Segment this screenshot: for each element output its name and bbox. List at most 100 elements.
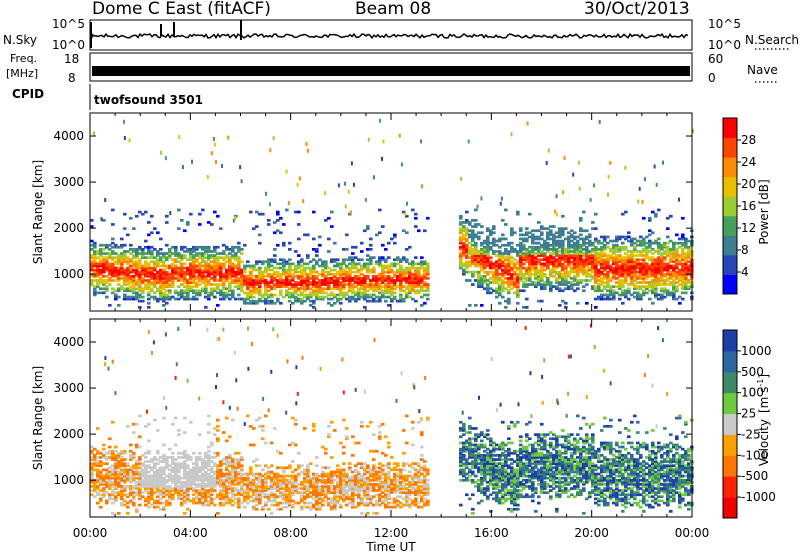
heatmap-cell <box>348 268 352 272</box>
heatmap-cell <box>171 268 175 272</box>
heatmap-cell <box>369 299 373 303</box>
heatmap-cell <box>237 501 241 505</box>
heatmap-cell <box>258 425 262 428</box>
heatmap-cell <box>414 216 418 220</box>
heatmap-cell <box>321 262 325 266</box>
heatmap-cell <box>123 227 127 230</box>
heatmap-cell <box>138 445 142 449</box>
heatmap-cell <box>516 272 520 276</box>
heatmap-cell <box>246 478 250 482</box>
heatmap-cell <box>669 293 673 297</box>
heatmap-cell <box>414 289 418 293</box>
heatmap-cell <box>417 266 421 270</box>
heatmap-cell <box>270 279 274 282</box>
heatmap-cell <box>591 285 595 288</box>
heatmap-cell <box>531 254 535 257</box>
heatmap-cell <box>390 291 394 295</box>
heatmap-cell <box>285 272 289 276</box>
heatmap-cell <box>366 295 370 299</box>
heatmap-cell <box>270 499 274 503</box>
heatmap-cell <box>210 466 214 470</box>
heatmap-cell <box>276 503 280 507</box>
heatmap-cell <box>672 266 676 270</box>
heatmap-cell <box>159 468 163 472</box>
heatmap-cell <box>582 229 586 233</box>
heatmap-cell <box>96 274 100 278</box>
heatmap-cell <box>237 262 241 266</box>
heatmap-cell <box>210 501 214 505</box>
heatmap-cell <box>414 262 418 266</box>
heatmap-cell <box>459 214 463 218</box>
heatmap-cell <box>621 293 625 297</box>
heatmap-cell <box>93 458 97 461</box>
heatmap-cell <box>189 274 193 278</box>
heatmap-cell <box>150 497 154 501</box>
heatmap-cell <box>648 281 652 284</box>
heatmap-cell <box>207 262 211 266</box>
heatmap-cell <box>285 274 289 278</box>
heatmap-cell <box>255 210 259 214</box>
heatmap-cell <box>276 495 280 499</box>
heatmap-cell <box>282 493 286 497</box>
heatmap-cell <box>390 289 394 293</box>
heatmap-cell <box>198 476 202 480</box>
heatmap-cell <box>141 454 145 457</box>
heatmap-cell <box>291 503 295 507</box>
heatmap-cell <box>261 487 265 490</box>
heatmap-cell <box>117 493 121 497</box>
heatmap-cell <box>330 260 334 264</box>
heatmap-cell <box>288 443 292 447</box>
heatmap-cell <box>90 485 94 488</box>
heatmap-cell <box>522 256 526 259</box>
heatmap-cell <box>621 258 625 262</box>
heatmap-cell <box>348 266 352 270</box>
heatmap-cell <box>477 270 481 274</box>
heatmap-cell <box>657 270 661 274</box>
heatmap-cell <box>507 297 511 301</box>
heatmap-cell <box>600 250 604 253</box>
heatmap-cell <box>573 277 577 280</box>
heatmap-cell <box>459 262 463 266</box>
heatmap-cell <box>558 258 562 262</box>
heatmap-cell <box>627 272 631 276</box>
heatmap-cell <box>675 241 679 245</box>
heatmap-cell <box>99 268 103 272</box>
heatmap-cell <box>159 485 163 488</box>
heatmap-cell <box>165 501 169 505</box>
heatmap-cell <box>642 243 646 247</box>
heatmap-cell <box>177 254 181 257</box>
heatmap-cell <box>123 256 127 259</box>
heatmap-cell <box>309 281 313 284</box>
heatmap-cell <box>123 258 127 262</box>
heatmap-cell <box>402 285 406 288</box>
heatmap-cell <box>351 279 355 282</box>
heatmap-cell <box>669 274 673 278</box>
heatmap-cell <box>237 505 241 509</box>
heatmap-cell <box>474 260 478 264</box>
heatmap-cell <box>231 491 235 494</box>
heatmap-cell <box>189 483 193 486</box>
heatmap-cell <box>510 266 514 270</box>
heatmap-cell <box>270 503 274 507</box>
heatmap-cell <box>561 283 565 286</box>
heatmap-cell <box>546 264 550 268</box>
heatmap-cell <box>342 262 346 266</box>
heatmap-cell <box>186 495 190 499</box>
heatmap-cell <box>111 451 115 455</box>
heatmap-cell <box>120 451 124 455</box>
heatmap-cell <box>336 264 340 268</box>
heatmap-cell <box>399 274 403 278</box>
heatmap-cell <box>351 289 355 293</box>
heatmap-cell <box>195 483 199 486</box>
heatmap-cell <box>177 297 181 301</box>
heatmap-cell <box>225 476 229 480</box>
heatmap-cell <box>465 237 469 241</box>
heatmap-cell <box>128 138 131 143</box>
heatmap-cell <box>636 243 640 247</box>
heatmap-cell <box>519 279 523 282</box>
heatmap-cell <box>147 291 151 295</box>
heatmap-cell <box>267 283 271 286</box>
heatmap-cell <box>216 287 220 291</box>
heatmap-cell <box>339 287 343 291</box>
heatmap-cell <box>195 497 199 501</box>
